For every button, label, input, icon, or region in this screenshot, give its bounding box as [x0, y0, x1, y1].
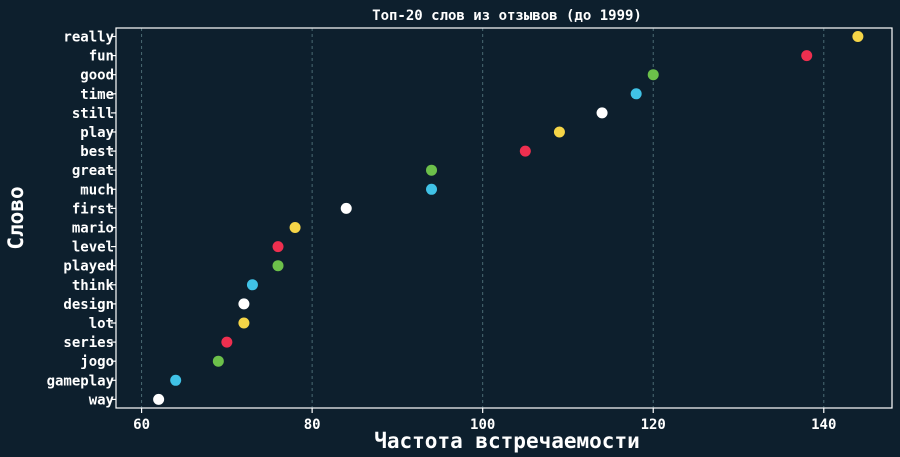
y-tick-label: lot [89, 316, 114, 332]
y-tick-label: time [80, 87, 114, 103]
data-point-play [553, 126, 565, 138]
data-point-jogo [212, 355, 224, 367]
data-point-gameplay [170, 374, 182, 386]
data-point-played [272, 260, 284, 272]
y-tick-label: still [72, 106, 114, 122]
y-tick-label: played [63, 259, 114, 275]
x-tick-label: 120 [641, 417, 666, 433]
data-point-series [221, 336, 233, 348]
y-tick-label: really [63, 30, 114, 46]
y-tick-label: play [80, 125, 114, 141]
y-tick-label: way [89, 392, 115, 408]
data-point-fun [801, 50, 813, 62]
y-tick-label: jogo [80, 354, 114, 370]
y-tick-label: think [72, 278, 115, 294]
x-tick-label: 140 [811, 417, 836, 433]
data-point-way [153, 393, 165, 405]
y-axis-label: Слово [4, 186, 28, 249]
data-point-design [238, 298, 250, 310]
y-tick-label: best [80, 144, 114, 160]
data-point-much [426, 183, 438, 195]
x-axis-ticks: 60 80 100 120 140 [133, 408, 836, 433]
data-point-time [630, 88, 642, 100]
y-tick-label: mario [72, 221, 114, 237]
y-tick-label: design [63, 297, 114, 313]
data-points [153, 31, 864, 405]
y-tick-label: first [72, 201, 114, 217]
y-tick-label: great [72, 163, 114, 179]
x-tick-label: 80 [304, 417, 321, 433]
data-point-great [426, 164, 438, 176]
y-tick-label: gameplay [47, 373, 115, 389]
grid-lines [141, 28, 825, 408]
data-point-first [340, 202, 352, 214]
data-point-think [246, 279, 258, 291]
data-point-mario [289, 222, 301, 233]
x-axis-label: Частота встречаемости [374, 429, 640, 453]
data-point-best [519, 145, 531, 157]
chart-title: Топ-20 слов из отзывов (до 1999) [372, 8, 642, 24]
data-point-good [647, 69, 659, 81]
x-tick-label: 60 [133, 417, 150, 433]
y-tick-label: series [63, 335, 114, 351]
x-tick-label: 100 [470, 417, 495, 433]
data-point-lot [238, 317, 250, 329]
data-point-level [272, 241, 284, 253]
plot-frame [115, 27, 893, 409]
data-point-still [596, 107, 608, 119]
y-tick-label: much [80, 182, 114, 198]
data-point-really [852, 31, 864, 42]
y-tick-label: good [80, 68, 114, 84]
y-axis-ticks: really fun good time still play best great much f… [47, 30, 116, 408]
y-tick-label: level [72, 240, 114, 256]
y-tick-label: fun [89, 49, 114, 65]
